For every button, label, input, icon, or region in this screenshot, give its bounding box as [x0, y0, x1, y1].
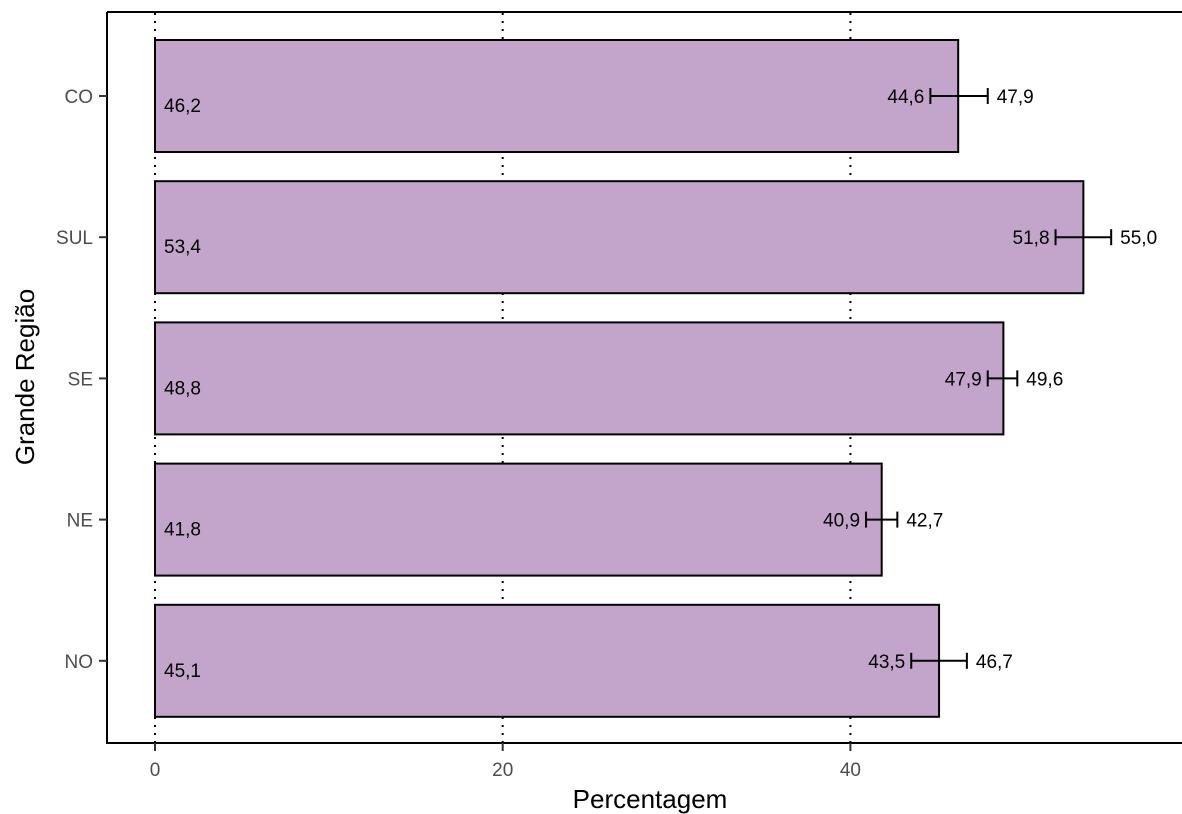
x-tick-label-40: 40 — [840, 760, 861, 781]
ci-low-label-co: 44,6 — [887, 87, 924, 108]
ci-high-label-se: 49,6 — [1026, 369, 1063, 390]
bar-no — [154, 603, 941, 718]
y-tick-label-no: NO — [65, 652, 94, 673]
ci-low-label-no: 43,5 — [868, 652, 905, 673]
value-label-no: 45,1 — [164, 661, 201, 682]
ticks: 0 20 40 CO SUL SE NE NO — [56, 87, 861, 781]
y-tick-label-se: SE — [68, 369, 93, 390]
value-label-ne: 41,8 — [164, 520, 201, 541]
y-axis-title: Grande Região — [10, 289, 40, 465]
ci-low-label-ne: 40,9 — [823, 511, 860, 532]
error-bars — [865, 88, 1113, 669]
value-label-sul: 53,4 — [164, 237, 201, 258]
ci-high-label-co: 47,9 — [997, 87, 1034, 108]
value-label-se: 48,8 — [164, 378, 201, 399]
bar-se — [154, 321, 1005, 436]
bar-labels: 46,2 44,6 47,9 53,4 51,8 55,0 48,8 47,9 49,6 41,8… — [164, 87, 1157, 682]
ci-low-label-sul: 51,8 — [1013, 228, 1050, 249]
ci-high-label-ne: 42,7 — [906, 511, 943, 532]
x-tick-label-0: 0 — [150, 760, 161, 781]
x-tick-label-20: 20 — [492, 760, 513, 781]
x-axis-title: Percentagem — [573, 784, 728, 814]
y-tick-label-co: CO — [65, 87, 94, 108]
value-label-co: 46,2 — [164, 96, 201, 117]
y-tick-label-ne: NE — [67, 511, 93, 532]
bars — [154, 39, 1085, 718]
bar-co — [154, 39, 960, 153]
bar-sul — [154, 180, 1085, 295]
ci-high-label-sul: 55,0 — [1120, 228, 1157, 249]
ci-high-label-no: 46,7 — [976, 652, 1013, 673]
ci-low-label-se: 47,9 — [945, 369, 982, 390]
y-tick-label-sul: SUL — [56, 228, 93, 249]
bar-ne — [154, 462, 883, 577]
